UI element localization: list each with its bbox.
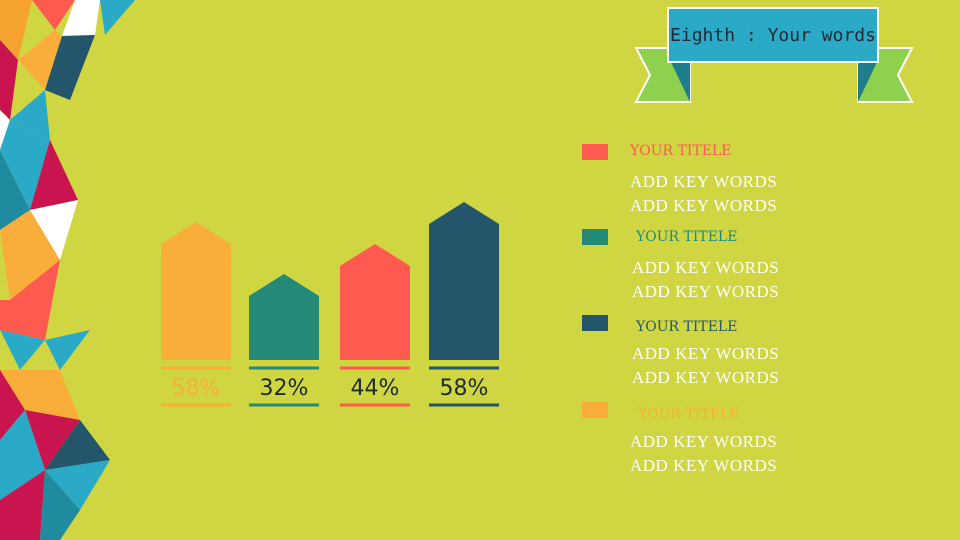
legend-title: YOUR TITELE xyxy=(638,406,740,422)
legend-title: YOUR TITELE xyxy=(636,229,738,245)
legend-text: ADD KEY WORDS xyxy=(630,172,778,191)
bar xyxy=(161,222,231,360)
data-label: 32% xyxy=(260,376,309,401)
legend-text: ADD KEY WORDS xyxy=(630,196,778,215)
legend-swatch xyxy=(582,402,608,418)
legend-text: ADD KEY WORDS xyxy=(630,432,778,451)
page-title: Eighth : Your words xyxy=(670,24,876,46)
legend-text: ADD KEY WORDS xyxy=(630,456,778,475)
legend-text: ADD KEY WORDS xyxy=(632,282,780,301)
decorative-polygons xyxy=(0,0,135,540)
legend-title: YOUR TITELE xyxy=(630,143,732,159)
data-label: 58% xyxy=(440,376,489,401)
bar xyxy=(249,274,319,360)
legend-text: ADD KEY WORDS xyxy=(632,258,780,277)
legend-swatch xyxy=(582,229,608,245)
data-label: 58% xyxy=(172,376,221,401)
bar xyxy=(340,244,410,360)
legend-title: YOUR TITELE xyxy=(636,319,738,335)
data-label: 44% xyxy=(351,376,400,401)
legend-swatch xyxy=(582,315,608,331)
bar xyxy=(429,202,499,360)
legend-swatch xyxy=(582,144,608,160)
legend-text: ADD KEY WORDS xyxy=(632,344,780,363)
legend-text: ADD KEY WORDS xyxy=(632,368,780,387)
title-ribbon xyxy=(634,7,914,103)
bar-chart: 58% 32% 44% 58% xyxy=(161,202,499,407)
